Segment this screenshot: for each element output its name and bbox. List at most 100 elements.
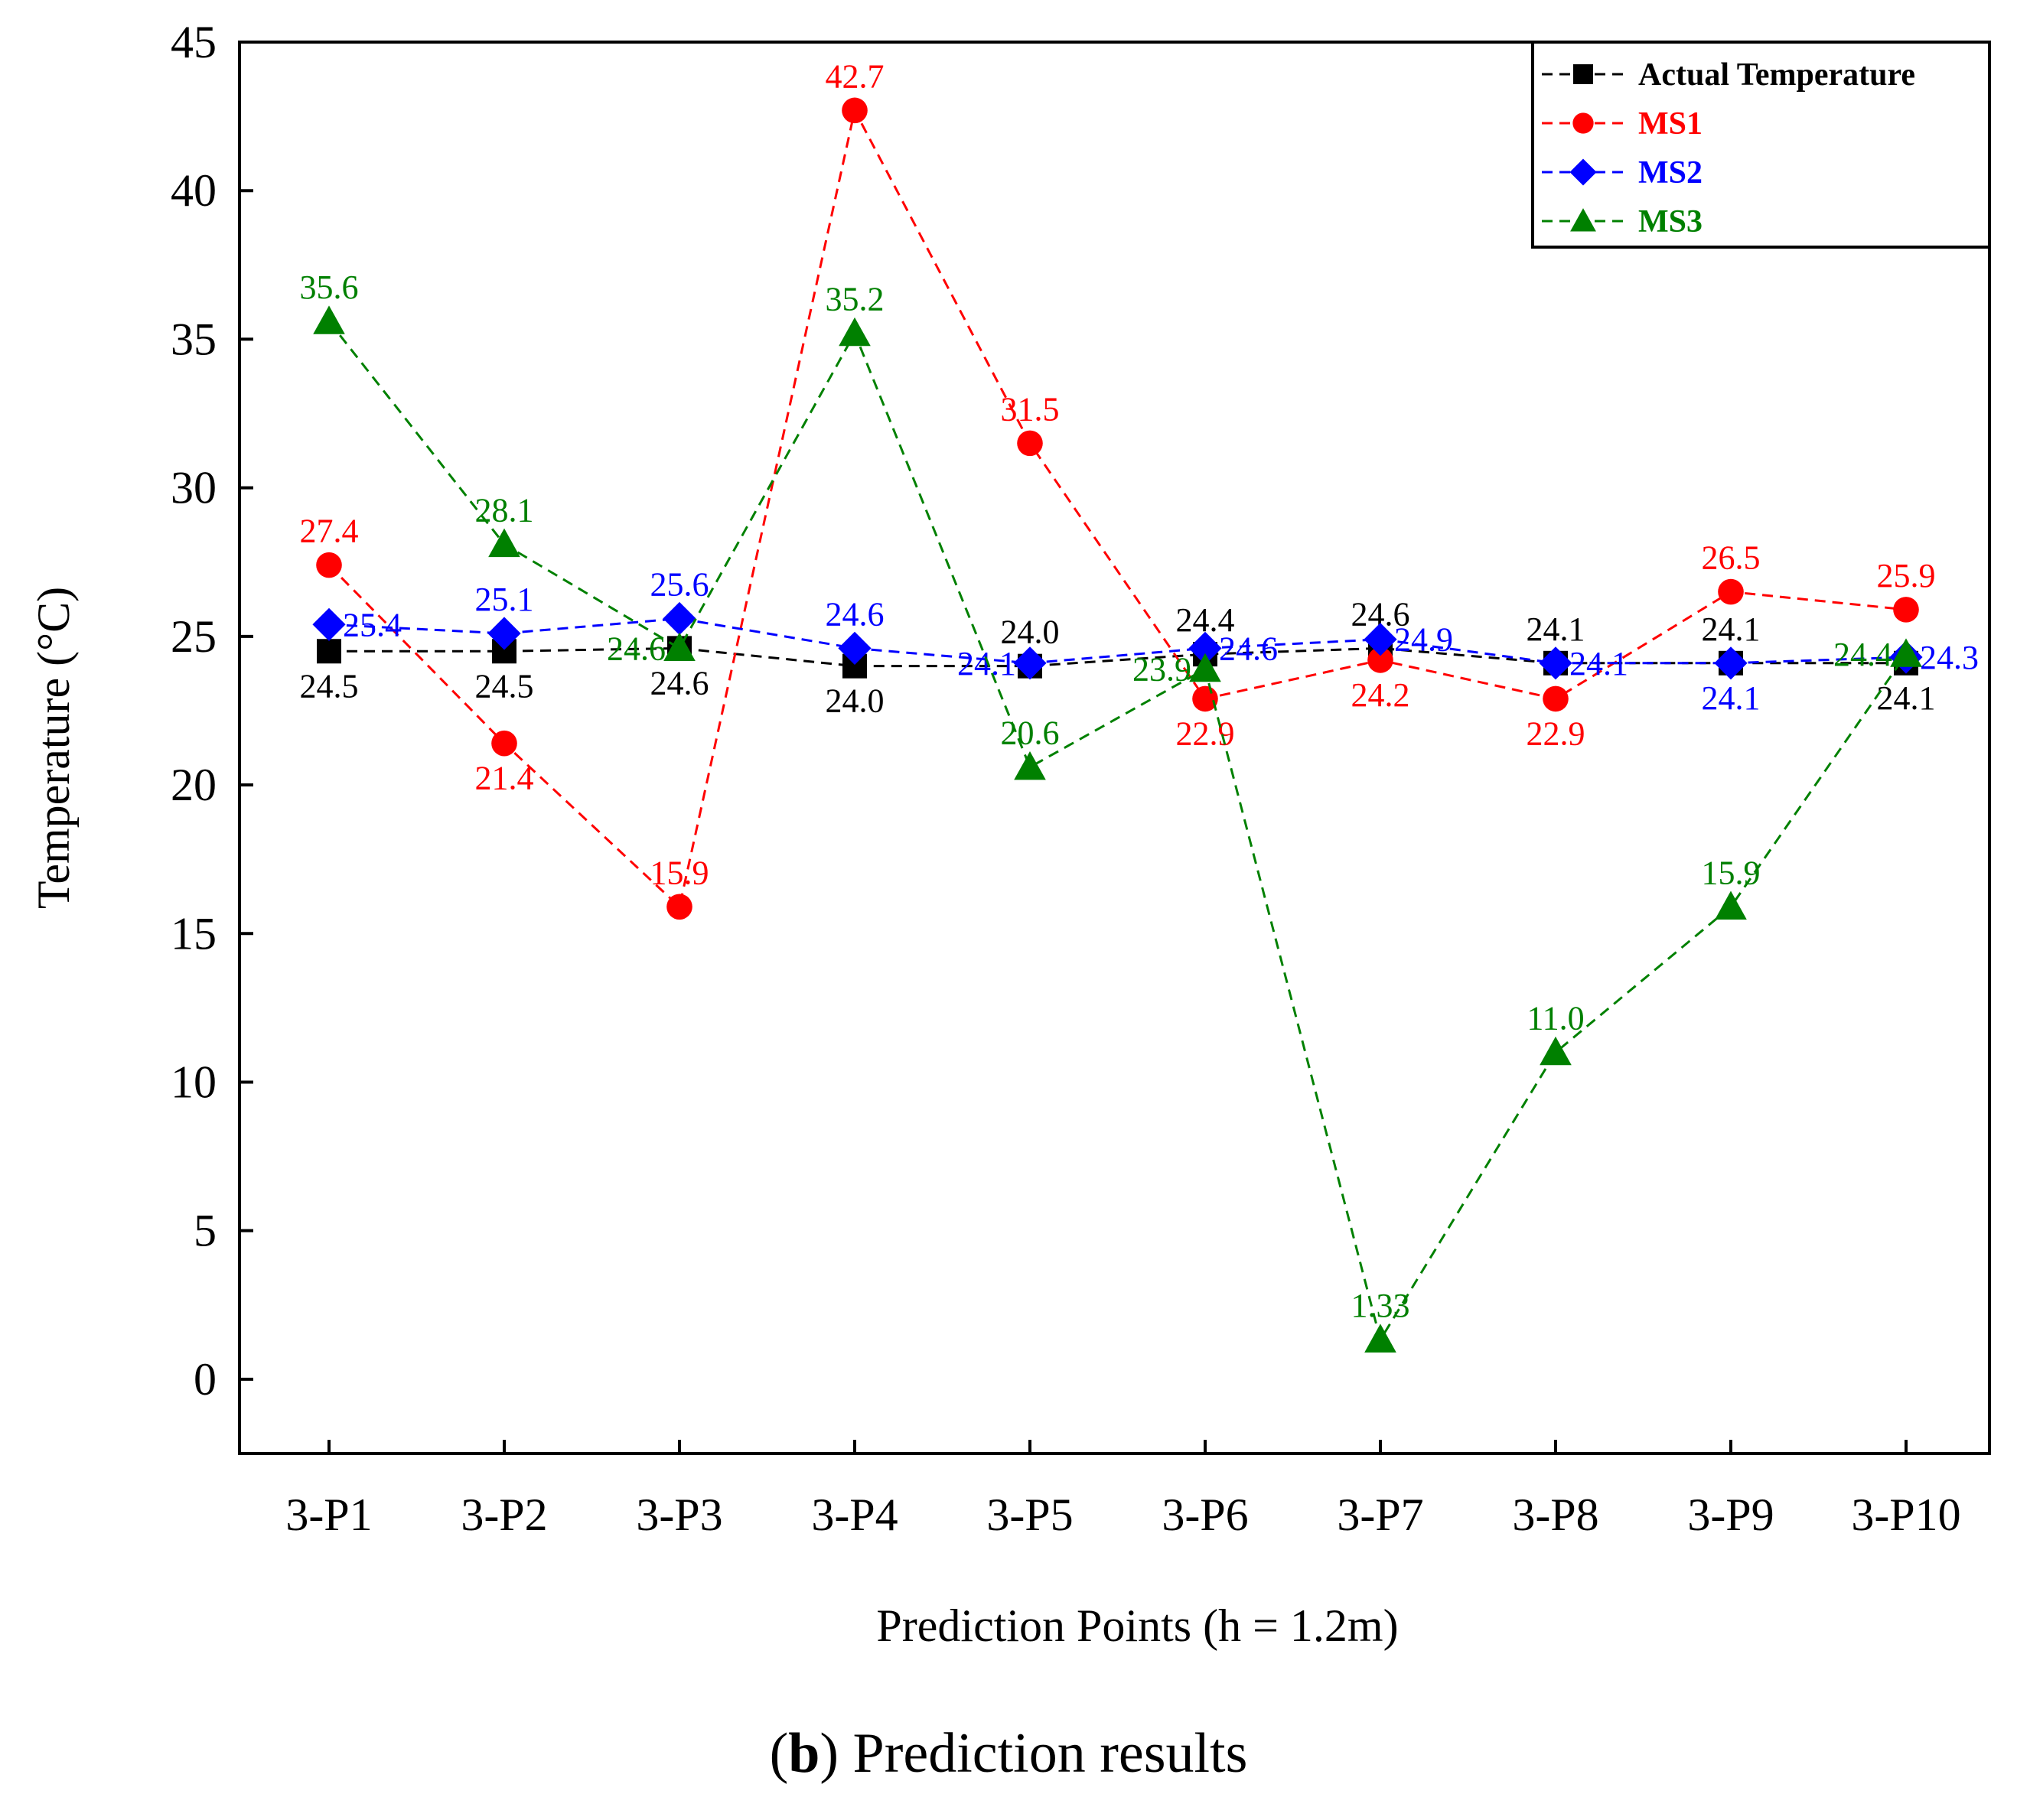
x-tick-label: 3-P4 bbox=[811, 1490, 898, 1540]
x-tick-label: 3-P1 bbox=[285, 1490, 372, 1540]
data-label: 24.2 bbox=[1351, 676, 1410, 714]
y-tick-label: 5 bbox=[194, 1206, 217, 1256]
data-label: 25.1 bbox=[475, 581, 534, 618]
data-label: 24.6 bbox=[826, 595, 885, 633]
data-point bbox=[312, 607, 346, 641]
data-point bbox=[1718, 578, 1744, 605]
legend-label: Actual Temperature bbox=[1638, 57, 1915, 93]
legend-marker bbox=[1572, 112, 1594, 134]
data-point bbox=[1540, 1036, 1572, 1066]
data-label: 24.1 bbox=[1527, 610, 1585, 648]
data-point bbox=[1017, 430, 1043, 457]
data-point bbox=[1013, 646, 1047, 680]
y-tick-label: 25 bbox=[171, 611, 217, 662]
data-label: 24.1 bbox=[1877, 679, 1936, 717]
data-label: 24.5 bbox=[300, 667, 359, 705]
data-point bbox=[839, 317, 871, 347]
legend-marker bbox=[1573, 64, 1593, 84]
data-label: 24.6 bbox=[607, 630, 666, 667]
data-label: 25.9 bbox=[1877, 557, 1936, 594]
x-tick-label: 3-P10 bbox=[1851, 1490, 1960, 1540]
data-point bbox=[313, 305, 345, 334]
legend-item: Actual Temperature bbox=[1542, 57, 1915, 93]
data-label: 24.1 bbox=[1702, 679, 1761, 717]
figure-caption: (b) Prediction results bbox=[769, 1722, 1248, 1785]
data-label: 20.6 bbox=[1001, 715, 1060, 752]
data-label: 15.9 bbox=[650, 854, 709, 891]
data-point bbox=[1188, 631, 1222, 665]
data-point bbox=[1890, 638, 1922, 667]
data-label: 24.1 bbox=[1702, 610, 1761, 648]
data-point bbox=[1715, 890, 1747, 920]
data-label: 35.6 bbox=[300, 269, 359, 306]
y-tick-label: 35 bbox=[171, 314, 217, 364]
data-label: 22.9 bbox=[1176, 715, 1235, 752]
data-label: 24.6 bbox=[650, 664, 709, 702]
data-label: 1.33 bbox=[1351, 1287, 1410, 1324]
data-point bbox=[842, 97, 868, 124]
series-ms3: 35.6 28.1 24.6 35.2 20.6 23.9 1.33 11.0 15.9 24.4 bbox=[300, 269, 1922, 1353]
legend: Actual Temperature MS1 MS2 MS3 bbox=[1531, 41, 1991, 249]
data-point bbox=[1543, 685, 1569, 712]
data-point bbox=[666, 894, 692, 920]
legend-marker bbox=[1569, 158, 1597, 186]
data-label: 42.7 bbox=[826, 57, 885, 95]
data-label: 24.3 bbox=[1920, 639, 1979, 676]
data-label: 11.0 bbox=[1527, 1000, 1584, 1037]
series-ms2: 25.425.1 25.624.624.1 24.6 24.924.124.124.3 bbox=[312, 566, 1979, 717]
data-point bbox=[1714, 646, 1748, 680]
data-point bbox=[1364, 1323, 1396, 1353]
data-label: 24.4 bbox=[1833, 636, 1892, 673]
x-tick-label: 3-P7 bbox=[1337, 1490, 1423, 1540]
data-label: 26.5 bbox=[1702, 539, 1761, 577]
data-label: 24.0 bbox=[1001, 614, 1060, 651]
series-line bbox=[327, 107, 1907, 910]
data-point bbox=[663, 632, 696, 662]
data-label: 24.0 bbox=[826, 682, 885, 720]
series-line bbox=[327, 321, 1908, 1343]
data-point bbox=[1364, 623, 1397, 656]
plot-border bbox=[238, 41, 1991, 1455]
x-tick-label: 3-P2 bbox=[461, 1490, 547, 1540]
x-tick-label: 3-P8 bbox=[1512, 1490, 1598, 1540]
legend-label: MS1 bbox=[1638, 106, 1703, 142]
x-tick-label: 3-P5 bbox=[986, 1490, 1073, 1540]
x-axis: 3-P1 3-P2 3-P3 3-P4 3-P5 3-P6 3-P7 3-P8 3-P9 3-P1… bbox=[285, 1440, 1961, 1540]
data-point bbox=[317, 639, 341, 664]
data-point bbox=[316, 552, 342, 578]
data-point bbox=[1893, 597, 1919, 623]
data-label: 21.4 bbox=[475, 760, 534, 797]
legend-box bbox=[1531, 41, 1991, 249]
data-label: 25.6 bbox=[650, 566, 709, 604]
data-label: 23.9 bbox=[1132, 651, 1191, 689]
y-tick-label: 30 bbox=[171, 463, 217, 513]
legend-label: MS2 bbox=[1638, 155, 1703, 190]
y-axis-title: Temperature (°C) bbox=[28, 587, 79, 909]
caption-letter: b bbox=[788, 1722, 820, 1785]
series-actual-temperature: 24.5 24.5 24.6 24.024.0 24.4 24.6 24.1 24.124.1 bbox=[300, 595, 1936, 719]
legend-item: MS1 bbox=[1542, 106, 1703, 142]
data-label: 24.1 bbox=[1569, 645, 1628, 682]
legend-item: MS3 bbox=[1542, 204, 1703, 239]
x-tick-label: 3-P6 bbox=[1162, 1490, 1248, 1540]
data-label: 24.9 bbox=[1394, 621, 1453, 659]
x-tick-label: 3-P9 bbox=[1687, 1490, 1774, 1540]
plot-frame bbox=[238, 41, 1991, 1455]
caption-text: Prediction results bbox=[839, 1722, 1248, 1785]
data-point bbox=[1539, 646, 1572, 680]
data-point bbox=[1367, 647, 1393, 673]
legend-marker bbox=[1570, 208, 1596, 232]
data-label: 22.9 bbox=[1527, 715, 1585, 752]
x-axis-title: Prediction Points (h = 1.2m) bbox=[876, 1600, 1398, 1651]
data-label: 35.2 bbox=[826, 281, 885, 318]
data-label: 27.4 bbox=[300, 513, 359, 550]
data-point bbox=[838, 631, 872, 665]
y-tick-label: 10 bbox=[171, 1057, 217, 1107]
y-tick-label: 45 bbox=[171, 17, 217, 67]
data-point bbox=[1189, 653, 1221, 682]
x-tick-label: 3-P3 bbox=[636, 1490, 722, 1540]
data-point bbox=[1014, 750, 1046, 780]
data-label: 24.5 bbox=[475, 667, 534, 705]
legend-label: MS3 bbox=[1638, 204, 1703, 239]
data-point bbox=[663, 601, 696, 636]
